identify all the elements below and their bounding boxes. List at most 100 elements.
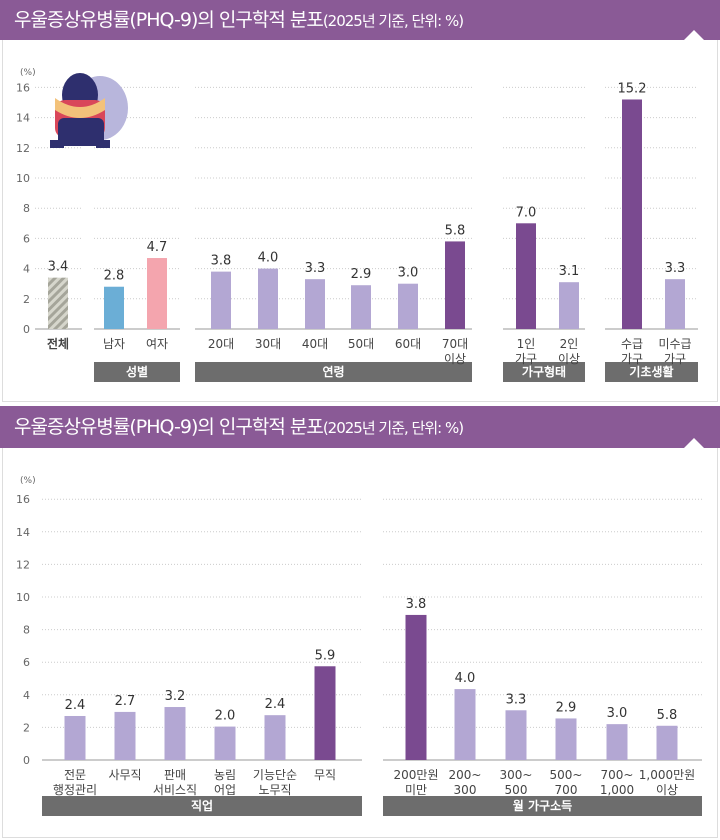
bar <box>258 268 278 329</box>
bar <box>147 258 167 329</box>
bar <box>114 711 136 760</box>
data-label: 5.8 <box>657 708 678 723</box>
category-label: 미수급 <box>658 337 691 351</box>
bar <box>555 718 577 760</box>
group-label-bar <box>383 796 702 816</box>
category-label: 여자 <box>146 337 168 351</box>
category-label: 서비스직 <box>153 783 197 797</box>
category-label: 미만 <box>405 783 427 797</box>
category-label: 300 <box>454 783 477 797</box>
category-label: 60대 <box>395 337 421 351</box>
y-tick-label: 16 <box>16 493 30 506</box>
y-tick-label: 2 <box>23 721 30 734</box>
y-tick-label: 12 <box>16 142 30 155</box>
category-label: 기능단순 <box>253 768 297 782</box>
y-axis-unit: (%) <box>20 68 36 78</box>
category-label: 200만원 <box>394 768 439 782</box>
category-label: 70대 <box>442 337 468 351</box>
category-label: 40대 <box>302 337 328 351</box>
category-label: 1,000만원 <box>639 768 695 782</box>
category-label: 농림 <box>214 768 236 782</box>
header-notch <box>684 30 704 40</box>
group-label-bar <box>503 362 585 382</box>
bar <box>64 715 86 760</box>
y-tick-label: 8 <box>23 624 30 637</box>
bar <box>264 715 286 760</box>
category-label: 가구 <box>664 352 686 366</box>
chart-header-1: 우울증상유병률(PHQ-9)의 인구학적 분포(2025년 기준, 단위: %) <box>0 0 720 40</box>
category-label: 행정관리 <box>53 782 97 797</box>
chart-subtitle: (2025년 기준, 단위: %) <box>322 419 464 437</box>
group-label: 성별 <box>126 364 148 379</box>
bar <box>48 277 68 329</box>
category-label: 사무직 <box>108 768 141 782</box>
bar <box>665 279 685 329</box>
y-tick-label: 16 <box>16 81 30 94</box>
y-tick-label: 4 <box>23 263 30 276</box>
data-label: 3.4 <box>48 260 69 275</box>
data-label: 3.8 <box>211 254 232 269</box>
chart-subtitle: (2025년 기준, 단위: %) <box>322 12 464 30</box>
category-label: 500~ <box>550 768 583 782</box>
data-label: 3.3 <box>665 261 686 276</box>
bar <box>398 283 418 329</box>
data-label: 3.8 <box>406 597 427 612</box>
category-label: 20대 <box>208 337 234 351</box>
bar <box>606 724 628 760</box>
data-label: 2.8 <box>104 269 125 284</box>
bar <box>405 614 427 760</box>
bar <box>214 726 236 760</box>
chart-title: 우울증상유병률(PHQ-9)의 인구학적 분포 <box>14 9 324 31</box>
category-label: 700 <box>555 783 578 797</box>
bar <box>454 689 476 760</box>
category-label: 가구 <box>621 352 643 366</box>
bar <box>516 223 536 329</box>
group-label: 가구형태 <box>522 364 566 379</box>
category-label: 무직 <box>314 768 336 782</box>
bar <box>559 282 579 329</box>
category-label: 1인 <box>517 337 536 351</box>
data-label: 3.3 <box>506 692 527 707</box>
category-label: 300~ <box>500 768 533 782</box>
data-label: 5.8 <box>445 223 466 238</box>
category-label: 50대 <box>348 337 374 351</box>
category-label: 수급 <box>621 337 643 351</box>
group-label: 기초생활 <box>629 364 673 379</box>
bar <box>164 707 186 760</box>
data-label: 4.7 <box>147 240 168 255</box>
data-label: 7.0 <box>516 205 537 220</box>
chart-title: 우울증상유병률(PHQ-9)의 인구학적 분포 <box>14 416 324 438</box>
data-label: 4.0 <box>455 671 476 686</box>
bar <box>505 710 527 760</box>
bar <box>305 279 325 329</box>
chart-header-2: 우울증상유병률(PHQ-9)의 인구학적 분포(2025년 기준, 단위: %) <box>0 406 720 448</box>
data-label: 3.3 <box>305 261 326 276</box>
bar <box>445 241 465 329</box>
category-label: 전문 <box>64 768 86 782</box>
y-tick-label: 0 <box>23 754 30 767</box>
y-tick-label: 14 <box>16 112 30 125</box>
y-tick-label: 10 <box>16 172 30 185</box>
data-label: 4.0 <box>258 251 279 266</box>
category-label: 이상 <box>444 352 466 366</box>
y-axis-unit: (%) <box>20 476 36 486</box>
data-label: 15.2 <box>618 81 647 96</box>
category-label: 200~ <box>449 768 482 782</box>
bar <box>656 725 678 760</box>
data-label: 2.9 <box>351 267 372 282</box>
data-label: 3.0 <box>607 706 628 721</box>
y-tick-label: 0 <box>23 323 30 336</box>
header-notch <box>684 438 704 448</box>
category-label: 어업 <box>214 783 236 797</box>
category-label: 30대 <box>255 337 281 351</box>
bar <box>104 286 124 329</box>
group-label: 직업 <box>191 798 213 813</box>
y-tick-label: 6 <box>23 656 30 669</box>
group-label: 월 가구소득 <box>513 798 572 813</box>
data-label: 2.4 <box>265 697 286 712</box>
data-label: 2.4 <box>65 698 86 713</box>
group-label: 연령 <box>322 364 344 379</box>
category-label: 2인 <box>560 337 579 351</box>
